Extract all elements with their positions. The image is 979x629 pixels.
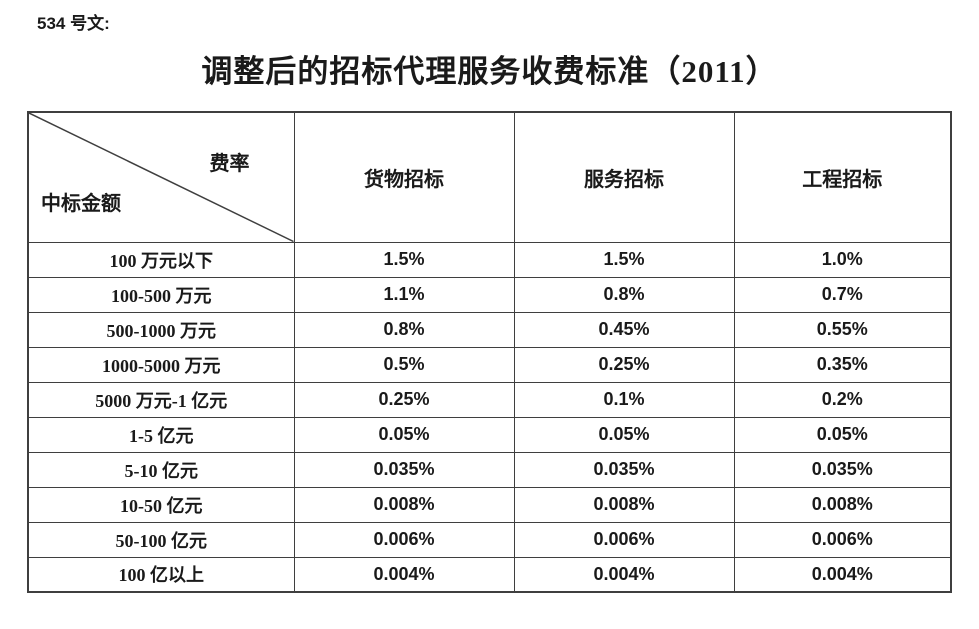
corner-label-amount: 中标金额 [41,192,121,215]
row-label: 5-10 亿元 [27,451,295,488]
fee-cell: 0.006% [733,521,952,558]
corner-label-rate: 费率 [209,153,250,175]
row-label: 100 亿以上 [27,556,295,593]
fee-cell: 1.5% [513,241,735,278]
fee-cell: 0.004% [293,556,515,593]
fee-cell: 0.035% [293,451,515,488]
fee-cell: 0.006% [293,521,515,558]
table-row: 100 万元以下 1.5% 1.5% 1.0% [27,241,952,278]
fee-cell: 0.2% [733,381,952,418]
row-label: 1-5 亿元 [27,416,295,453]
fee-cell: 1.5% [293,241,515,278]
table-row: 1-5 亿元 0.05% 0.05% 0.05% [27,416,952,453]
fee-standard-table: 费率 中标金额 货物招标 服务招标 工程招标 100 万元以下 1.5% 1.5… [27,111,952,593]
fee-cell: 0.35% [733,346,952,383]
diagonal-divider-line [29,113,294,242]
table-row: 500-1000 万元 0.8% 0.45% 0.55% [27,311,952,348]
fee-cell: 0.008% [513,486,735,523]
fee-cell: 0.05% [513,416,735,453]
table-row: 100 亿以上 0.004% 0.004% 0.004% [27,556,952,593]
fee-cell: 0.004% [733,556,952,593]
fee-cell: 1.0% [733,241,952,278]
fee-cell: 0.1% [513,381,735,418]
row-label: 100-500 万元 [27,276,295,313]
row-label: 50-100 亿元 [27,521,295,558]
fee-cell: 0.5% [293,346,515,383]
fee-cell: 1.1% [293,276,515,313]
column-header-service: 服务招标 [513,111,735,243]
fee-cell: 0.008% [293,486,515,523]
row-label: 10-50 亿元 [27,486,295,523]
doc-number: 534 号文: [37,14,110,33]
fee-cell: 0.004% [513,556,735,593]
fee-cell: 0.55% [733,311,952,348]
table-row: 10-50 亿元 0.008% 0.008% 0.008% [27,486,952,523]
fee-cell: 0.25% [513,346,735,383]
fee-cell: 0.008% [733,486,952,523]
row-label: 1000-5000 万元 [27,346,295,383]
fee-cell: 0.035% [733,451,952,488]
fee-cell: 0.05% [733,416,952,453]
table-header-row: 费率 中标金额 货物招标 服务招标 工程招标 [27,111,952,243]
column-header-engineering: 工程招标 [733,111,952,243]
fee-cell: 0.45% [513,311,735,348]
fee-cell: 0.8% [513,276,735,313]
fee-cell: 0.006% [513,521,735,558]
fee-cell: 0.05% [293,416,515,453]
fee-cell: 0.035% [513,451,735,488]
row-label: 500-1000 万元 [27,311,295,348]
row-label: 5000 万元-1 亿元 [27,381,295,418]
table-row: 100-500 万元 1.1% 0.8% 0.7% [27,276,952,313]
page-title: 调整后的招标代理服务收费标准（2011） [201,54,778,89]
column-header-goods: 货物招标 [293,111,515,243]
row-label: 100 万元以下 [27,241,295,278]
corner-header-cell: 费率 中标金额 [27,111,295,243]
table-row: 5000 万元-1 亿元 0.25% 0.1% 0.2% [27,381,952,418]
fee-cell: 0.25% [293,381,515,418]
fee-cell: 0.8% [293,311,515,348]
table-row: 50-100 亿元 0.006% 0.006% 0.006% [27,521,952,558]
table-row: 1000-5000 万元 0.5% 0.25% 0.35% [27,346,952,383]
fee-cell: 0.7% [733,276,952,313]
table-row: 5-10 亿元 0.035% 0.035% 0.035% [27,451,952,488]
